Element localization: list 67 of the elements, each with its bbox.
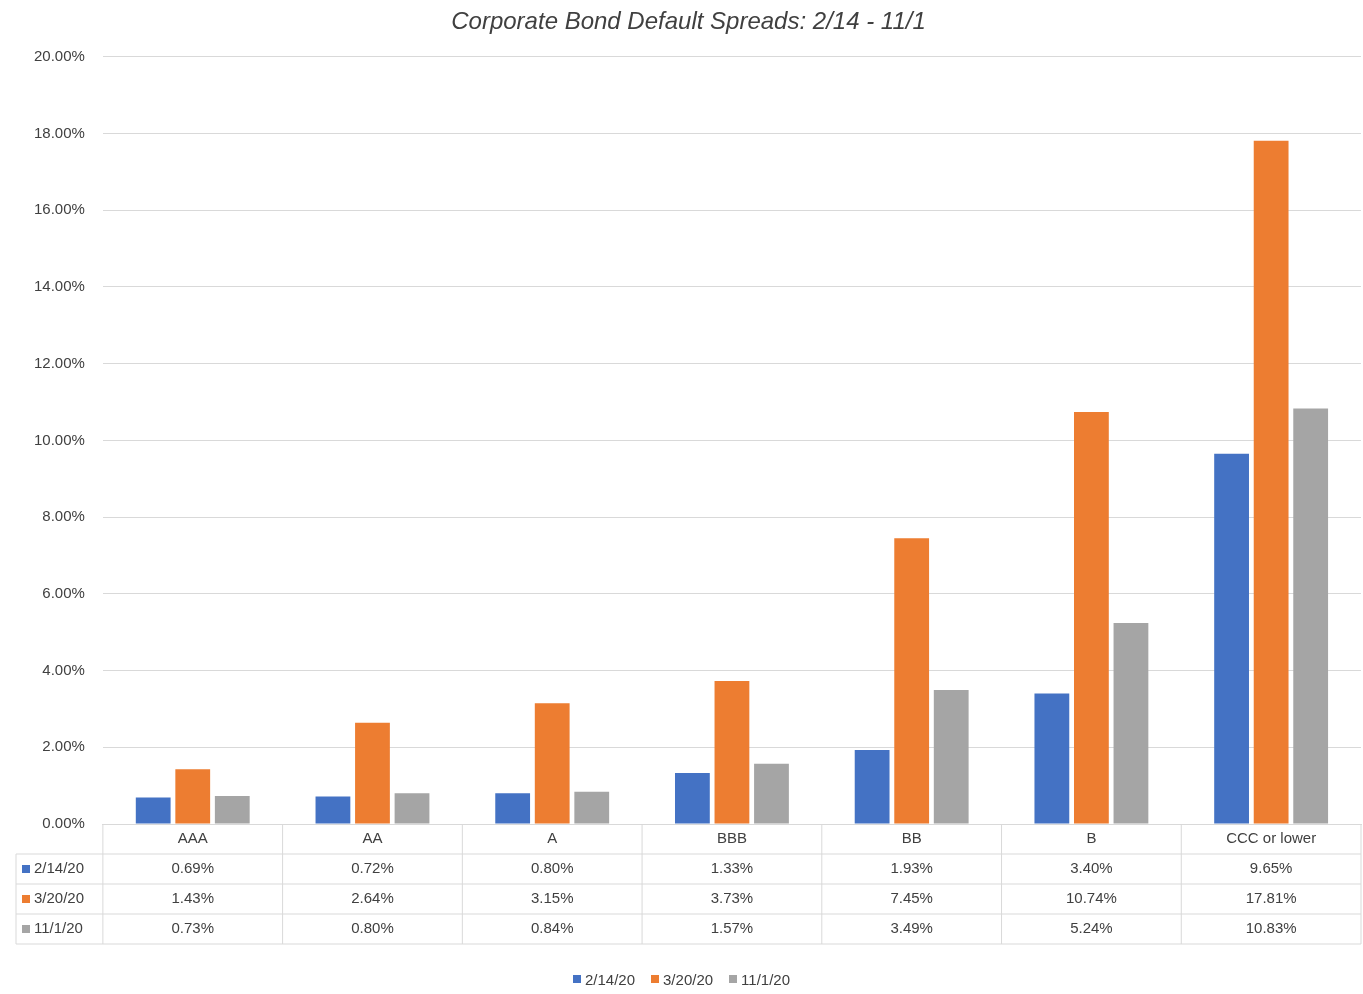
y-tick-label: 6.00%: [42, 583, 85, 601]
x-tick-label: A: [547, 829, 558, 847]
data-label: 3.15%: [530, 889, 574, 907]
legend-label: 3/20/20: [34, 889, 85, 907]
y-tick-label: 4.00%: [42, 660, 85, 678]
data-label: 1.57%: [710, 919, 754, 937]
y-tick-label: 18.00%: [34, 123, 85, 141]
data-label: 3.49%: [890, 919, 933, 937]
data-label: 1.43%: [171, 889, 215, 907]
bar: [534, 703, 570, 824]
x-tick-label: AA: [362, 829, 383, 847]
data-label: 0.69%: [171, 859, 215, 877]
data-label: 17.81%: [1245, 889, 1297, 907]
data-label: 10.74%: [1065, 889, 1117, 907]
data-label: 3.73%: [710, 889, 754, 907]
bar: [894, 538, 930, 824]
data-label: 9.65%: [1249, 859, 1293, 877]
data-label: 1.33%: [710, 859, 754, 877]
bar: [355, 722, 390, 824]
data-label: 7.45%: [890, 889, 933, 907]
x-tick-label: AAA: [177, 829, 208, 847]
x-tick-label: BB: [901, 829, 922, 847]
y-tick-label: 14.00%: [34, 277, 85, 295]
y-tick-label: 10.00%: [34, 430, 85, 448]
bar: [754, 763, 789, 824]
x-tick-label: B: [1086, 829, 1097, 847]
y-tick-label: 0.00%: [42, 814, 85, 832]
legend-label: 2/14/20: [34, 859, 85, 877]
bar: [854, 749, 890, 824]
text: 3/20/20: [663, 970, 714, 988]
bar: [933, 690, 969, 824]
bar: [394, 793, 430, 824]
y-tick-label: 20.00%: [34, 46, 85, 64]
data-label: 0.80%: [530, 859, 574, 877]
bar: [1113, 622, 1149, 824]
data-label: 3.40%: [1070, 859, 1113, 877]
legend-label: 11/1/20: [741, 970, 791, 988]
bar: [315, 796, 351, 824]
data-label: 0.84%: [530, 919, 574, 937]
data-label: 1.93%: [890, 859, 933, 877]
chart-title: Corporate Bond Default Spreads: 2/14 - 11/1: [451, 7, 926, 35]
bar: [1214, 453, 1249, 824]
bar: [574, 791, 610, 824]
data-label: 10.83%: [1245, 919, 1297, 937]
bar: [1074, 412, 1109, 824]
data-label: 0.80%: [351, 919, 394, 937]
bar: [1253, 140, 1289, 824]
bar: [675, 772, 710, 824]
data-label: 5.24%: [1070, 919, 1113, 937]
y-tick-label: 8.00%: [42, 507, 85, 525]
bar: [135, 797, 171, 824]
x-tick-label: BBB: [716, 829, 747, 847]
bar: [1293, 408, 1329, 824]
bar: [714, 680, 750, 824]
bar: [495, 793, 531, 824]
text: 11/1/20: [34, 919, 83, 937]
y-tick-label: 2.00%: [42, 737, 85, 755]
y-tick-label: 16.00%: [34, 200, 85, 218]
text: 2/14/20: [584, 970, 636, 988]
bar: [214, 796, 250, 824]
y-tick-label: 12.00%: [34, 353, 85, 371]
bar: [1034, 693, 1070, 824]
data-label: 0.72%: [351, 859, 394, 877]
data-label: 0.73%: [171, 919, 215, 937]
bar: [175, 769, 211, 824]
x-tick-label: CCC or lower: [1226, 829, 1317, 847]
data-label: 2.64%: [351, 889, 394, 907]
